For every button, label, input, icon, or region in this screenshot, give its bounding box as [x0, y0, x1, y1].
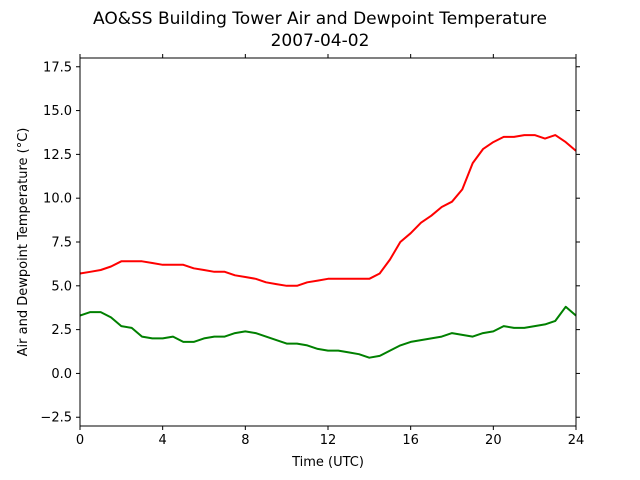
y-tick-label: 12.5 [43, 148, 72, 163]
chart-title: AO&SS Building Tower Air and Dewpoint Te… [93, 9, 547, 29]
y-tick-label: 15.0 [43, 104, 72, 119]
plot-area [79, 134, 577, 359]
x-tick-label: 20 [485, 433, 502, 448]
series-line-1 [79, 134, 577, 287]
x-tick-label: 24 [568, 433, 585, 448]
x-tick-label: 0 [76, 433, 84, 448]
y-tick-label: 10.0 [43, 192, 72, 207]
x-tick-label: 16 [402, 433, 419, 448]
x-axis-label: Time (UTC) [291, 455, 364, 470]
y-tick-label: 2.5 [51, 323, 72, 338]
chart-subtitle: 2007-04-02 [271, 31, 370, 51]
y-tick-label: 17.5 [43, 60, 72, 75]
series-line-2 [79, 305, 577, 359]
plot-frame [79, 57, 577, 427]
y-axis-label: Air and Dewpoint Temperature (°C) [16, 128, 31, 357]
axis-ticks: 0 4 8 12 16 20 24 −2.5 0.0 2.5 5.0 7.5 10.0 12.5 15.0 1… [40, 54, 584, 448]
x-tick-label: 8 [241, 433, 249, 448]
x-tick-label: 12 [320, 433, 337, 448]
y-tick-label: 7.5 [51, 236, 72, 251]
y-tick-label: 0.0 [51, 367, 72, 382]
y-tick-label: −2.5 [40, 411, 72, 426]
x-tick-label: 4 [159, 433, 167, 448]
y-tick-label: 5.0 [51, 279, 72, 294]
